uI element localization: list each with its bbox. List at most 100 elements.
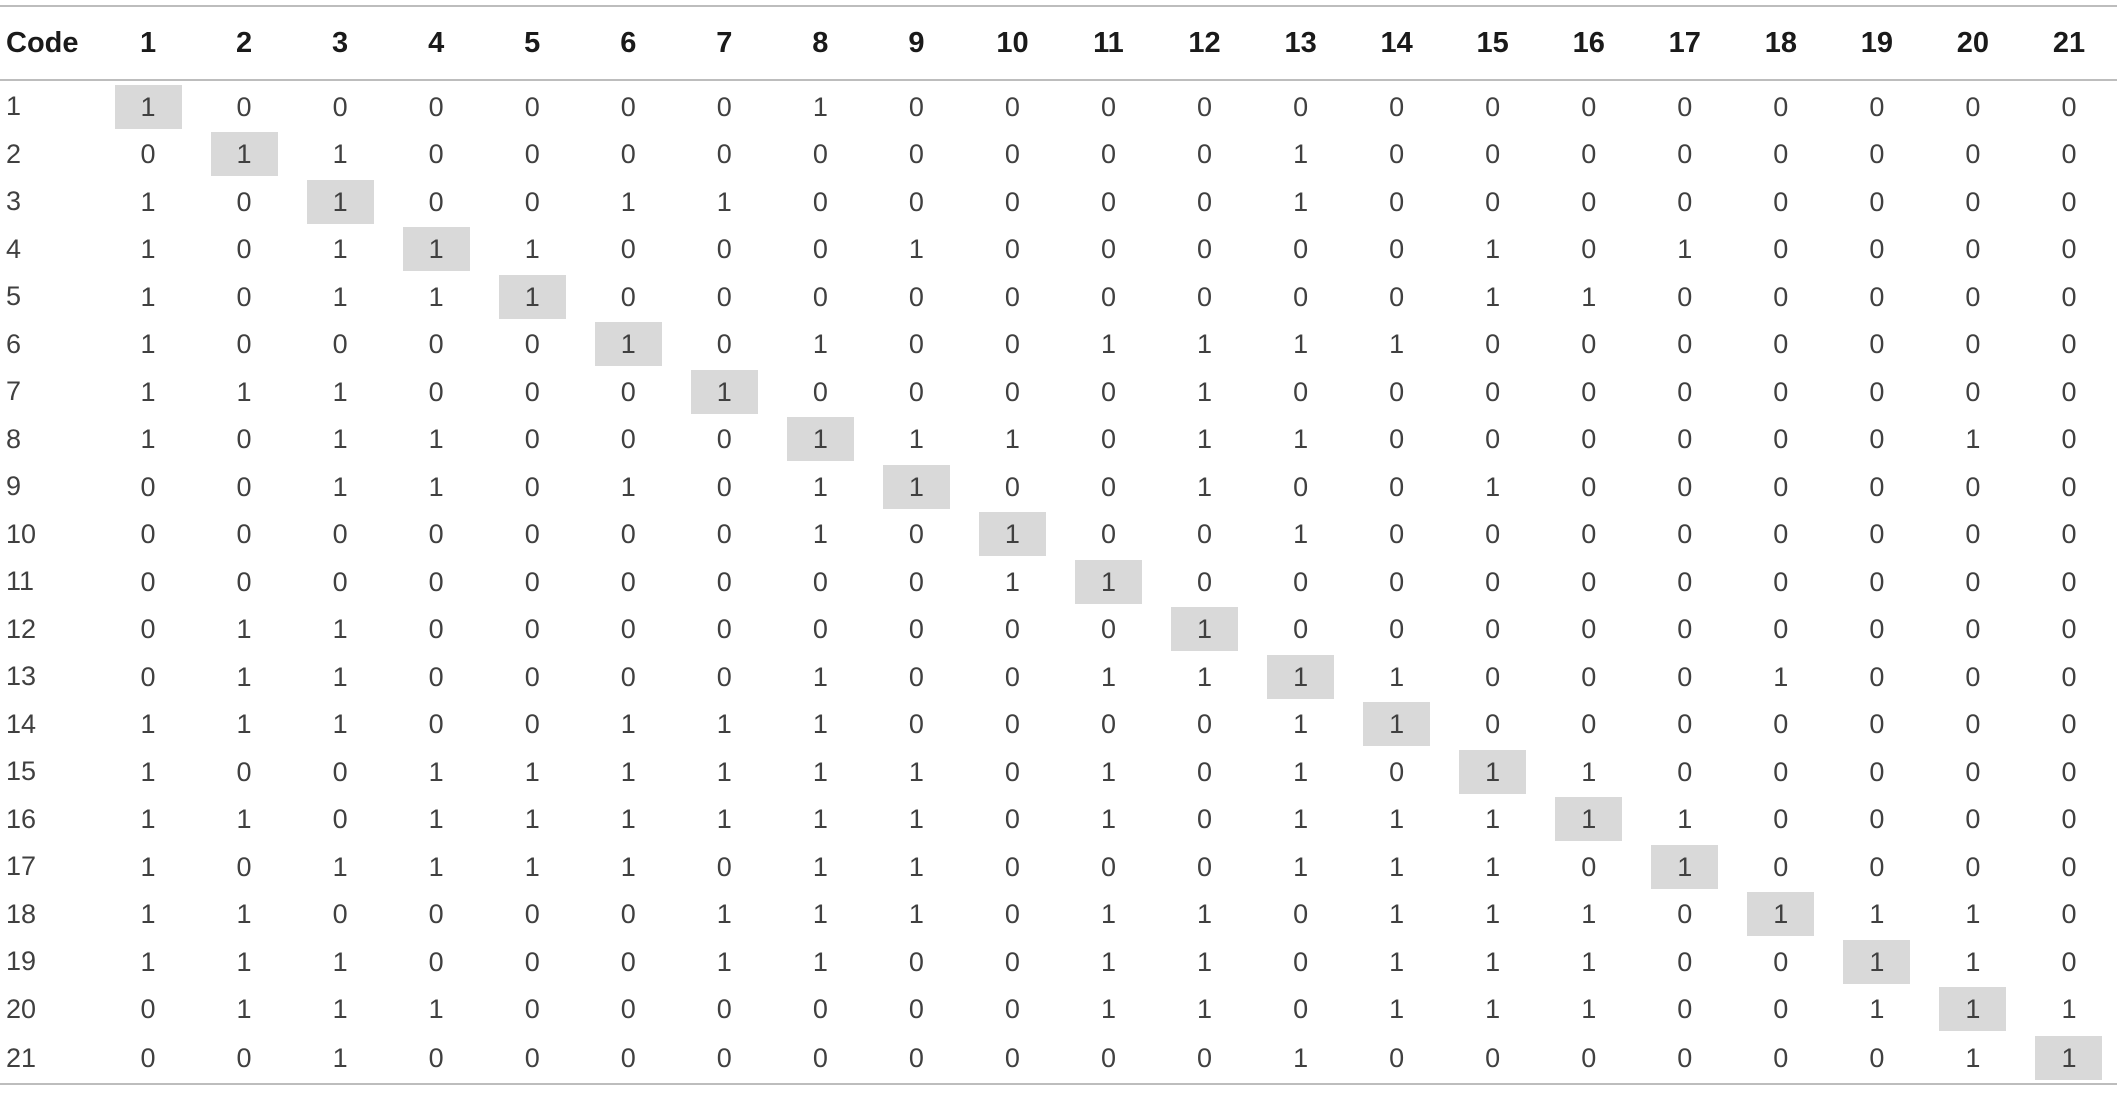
matrix-cell: 0 bbox=[484, 80, 580, 131]
table-row: 20 0 1 1 1 0 0 0 0 0 0 1 1 0 1 1 1 0 0 1 1 1 bbox=[0, 986, 2117, 1034]
cell-value: 1 bbox=[332, 851, 348, 882]
cell-value: 0 bbox=[236, 234, 252, 265]
cell-value: 0 bbox=[524, 994, 540, 1025]
cell-value: 1 bbox=[812, 709, 828, 740]
matrix-cell: 1 bbox=[292, 131, 388, 179]
cell-value: 0 bbox=[1677, 1043, 1693, 1073]
cell-value: 0 bbox=[1389, 186, 1405, 217]
matrix-cell: 1 bbox=[100, 273, 196, 321]
matrix-cell: 0 bbox=[1925, 748, 2021, 796]
matrix-cell: 1 bbox=[100, 416, 196, 464]
matrix-cell: 0 bbox=[676, 416, 772, 464]
cell-value: 0 bbox=[1485, 614, 1501, 645]
matrix-cell: 1 bbox=[292, 986, 388, 1034]
cell-value: 0 bbox=[1485, 329, 1501, 360]
matrix-cell: 0 bbox=[1349, 416, 1445, 464]
cell-value: 1 bbox=[1581, 946, 1597, 977]
cell-value: 1 bbox=[428, 281, 444, 312]
matrix-cell: 0 bbox=[1829, 748, 1925, 796]
cell-value: 0 bbox=[236, 186, 252, 217]
matrix-cell: 0 bbox=[1637, 131, 1733, 179]
column-header: 11 bbox=[1060, 5, 1157, 81]
cell-value: 1 bbox=[332, 994, 348, 1025]
matrix-cell: 0 bbox=[1829, 80, 1925, 131]
cell-value: 1 bbox=[236, 709, 252, 740]
matrix-cell: 0 bbox=[2021, 368, 2117, 416]
matrix-cell: 0 bbox=[1829, 178, 1925, 226]
cell-value: 0 bbox=[716, 566, 732, 597]
row-code-label: 13 bbox=[6, 661, 37, 692]
cell-value: 0 bbox=[140, 661, 156, 692]
column-header: 1 bbox=[100, 5, 197, 81]
matrix-cell: 1 bbox=[580, 178, 676, 226]
matrix-cell: 0 bbox=[1925, 368, 2021, 416]
row-code-label: 18 bbox=[6, 898, 37, 929]
matrix-cell: 0 bbox=[1349, 226, 1445, 274]
matrix-cell: 0 bbox=[1253, 558, 1349, 606]
cell-value: 0 bbox=[812, 994, 828, 1025]
diagonal-cell-value: 1 bbox=[1747, 892, 1815, 937]
matrix-cell: 0 bbox=[2021, 463, 2117, 511]
table-row: 18 1 1 0 0 0 0 1 1 1 0 1 1 0 1 1 1 0 1 1 1 0 bbox=[0, 891, 2117, 939]
cell-value: 0 bbox=[1773, 329, 1789, 360]
table-row: 13 0 1 1 0 0 0 0 1 0 0 1 1 1 1 0 0 0 1 0 0 0 bbox=[0, 653, 2117, 701]
cell-value: 0 bbox=[1677, 139, 1693, 170]
row-code-label: 1 bbox=[6, 91, 22, 122]
table-row: 4 1 0 1 1 1 0 0 0 1 0 0 0 0 0 1 0 1 0 0 0 0 bbox=[0, 226, 2117, 274]
row-code-label: 8 bbox=[6, 423, 22, 454]
cell-value: 0 bbox=[1389, 471, 1405, 502]
cell-value: 1 bbox=[332, 946, 348, 977]
cell-value: 0 bbox=[1581, 661, 1597, 692]
matrix-cell: 0 bbox=[484, 178, 580, 226]
cell-value: 0 bbox=[236, 1043, 252, 1073]
matrix-cell: 0 bbox=[1541, 511, 1637, 559]
cell-value: 0 bbox=[1773, 614, 1789, 645]
matrix-cell: 1 bbox=[292, 1033, 389, 1085]
cell-value: 0 bbox=[1485, 661, 1501, 692]
cell-value: 1 bbox=[140, 329, 156, 360]
matrix-cell: 0 bbox=[1541, 131, 1637, 179]
cell-value: 0 bbox=[2061, 186, 2077, 217]
cell-value: 0 bbox=[140, 471, 156, 502]
table-row: 19 1 1 1 0 0 0 1 1 0 0 1 1 0 1 1 1 0 0 1 1 0 bbox=[0, 938, 2117, 986]
matrix-cell: 0 bbox=[580, 80, 676, 131]
cell-value: 0 bbox=[1581, 91, 1597, 122]
diagonal-cell-value: 1 bbox=[1074, 559, 1142, 604]
cell-value: 0 bbox=[1773, 424, 1789, 455]
matrix-cell: 0 bbox=[1445, 80, 1541, 131]
cell-value: 0 bbox=[716, 614, 732, 645]
matrix-cell: 0 bbox=[100, 986, 196, 1034]
cell-value: 0 bbox=[1389, 281, 1405, 312]
matrix-cell: 1 bbox=[1349, 796, 1445, 844]
matrix-cell: 0 bbox=[964, 178, 1060, 226]
cell-value: 0 bbox=[1197, 91, 1213, 122]
matrix-cell: 0 bbox=[1541, 701, 1637, 749]
table-row: 3 1 0 1 0 0 1 1 0 0 0 0 0 1 0 0 0 0 0 0 0 0 bbox=[0, 178, 2117, 226]
cell-value: 0 bbox=[716, 139, 732, 170]
cell-value: 1 bbox=[716, 946, 732, 977]
cell-value: 1 bbox=[620, 804, 636, 835]
matrix-cell: 0 bbox=[1349, 558, 1445, 606]
cell-value: 0 bbox=[2061, 756, 2077, 787]
matrix-cell: 1 bbox=[196, 891, 292, 939]
cell-value: 0 bbox=[1004, 329, 1020, 360]
matrix-cell: 0 bbox=[1157, 558, 1253, 606]
matrix-cell: 1 bbox=[772, 653, 868, 701]
cell-value: 0 bbox=[1197, 281, 1213, 312]
diagonal-cell: 1 bbox=[2020, 1033, 2117, 1085]
cell-value: 0 bbox=[1773, 376, 1789, 407]
cell-value: 0 bbox=[236, 91, 252, 122]
cell-value: 1 bbox=[716, 804, 732, 835]
cell-value: 0 bbox=[1197, 566, 1213, 597]
matrix-cell: 1 bbox=[1060, 321, 1156, 369]
cell-value: 0 bbox=[524, 471, 540, 502]
cell-value: 1 bbox=[1485, 281, 1501, 312]
cell-value: 1 bbox=[236, 804, 252, 835]
matrix-cell: 0 bbox=[1637, 416, 1733, 464]
matrix-cell: 0 bbox=[1156, 1033, 1253, 1085]
matrix-cell: 0 bbox=[1349, 511, 1445, 559]
matrix-cell: 0 bbox=[1829, 653, 1925, 701]
matrix-cell: 1 bbox=[484, 748, 580, 796]
matrix-cell: 0 bbox=[580, 558, 676, 606]
table-row: 16 1 1 0 1 1 1 1 1 1 0 1 0 1 1 1 1 1 0 0 0 0 bbox=[0, 796, 2117, 844]
